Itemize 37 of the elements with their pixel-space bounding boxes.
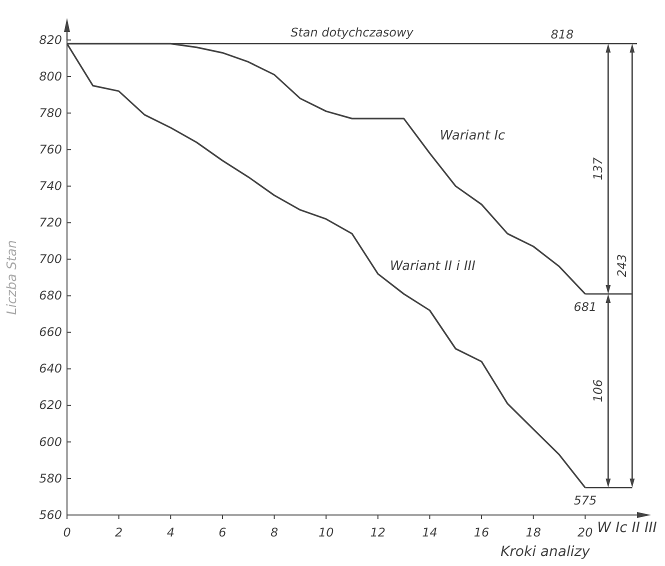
y-tick-label: 620 (39, 398, 62, 412)
annotation: 818 (550, 28, 574, 42)
y-tick-label: 800 (39, 69, 62, 84)
series-label: Wariant II i III (390, 258, 476, 274)
y-tick-label: 740 (39, 178, 62, 193)
x-tick-label: 2 (115, 525, 123, 540)
y-tick-label: 720 (39, 216, 62, 230)
y-tick-label: 820 (39, 32, 62, 47)
x-tick-label: 18 (526, 525, 542, 540)
y-tick-label: 580 (39, 471, 62, 486)
x-tick-label: 14 (422, 525, 438, 540)
x-tick-label: 4 (166, 525, 174, 540)
x-tick-label: 6 (218, 525, 227, 540)
y-tick-label: 640 (39, 362, 62, 376)
x-tick-label: 8 (270, 525, 278, 540)
x-tick-label: 0 (63, 525, 72, 540)
y-tick-label: 700 (39, 252, 62, 266)
y-tick-label: 560 (39, 508, 62, 522)
text: W Ic II III (597, 520, 657, 536)
y-tick-label: 600 (39, 434, 62, 449)
x-tick-label: 16 (474, 525, 490, 540)
series-label: Wariant Ic (440, 128, 506, 144)
annotation: 575 (574, 494, 597, 508)
y-tick-label: 660 (39, 325, 62, 340)
ref-line-label: Stan dotychczasowy (290, 26, 414, 40)
annotation: 243 (615, 254, 630, 278)
y-tick-label: 780 (39, 106, 62, 120)
y-tick-label: 680 (39, 288, 62, 303)
x-tick-label: 12 (370, 525, 386, 540)
x-tick-label: 10 (318, 525, 334, 540)
y-tick-label: 760 (39, 142, 62, 156)
y-axis-title: Liczba Stan (5, 240, 20, 315)
annotation: 681 (574, 300, 597, 314)
annotation: 106 (591, 378, 606, 402)
x-axis-title: Kroki analizy (500, 544, 591, 560)
x-tick-label: 20 (578, 525, 594, 540)
annotation: 137 (591, 156, 606, 180)
